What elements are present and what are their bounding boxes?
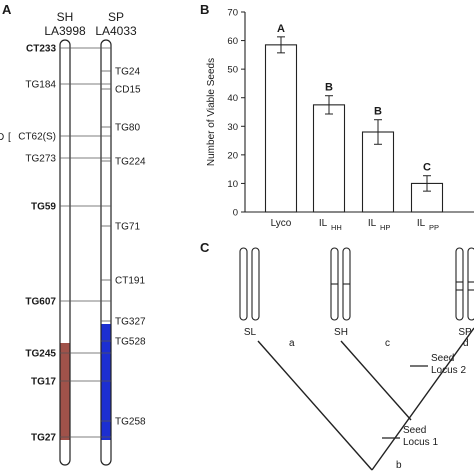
sh-accession-label: LA3998 xyxy=(44,24,86,38)
sl-chromosome-1 xyxy=(239,247,248,321)
sh-introgression-block xyxy=(60,343,70,440)
sp-chromosome-2 xyxy=(467,247,474,321)
branch-b-label: b xyxy=(396,460,402,471)
sp-accession-label: LA4033 xyxy=(95,24,137,38)
left-marker-label: TG17 xyxy=(31,377,56,388)
x-category-label: Lyco xyxy=(271,218,292,229)
right-marker-label: TG224 xyxy=(115,157,146,168)
y-tick-label: 10 xyxy=(227,179,238,190)
x-category-label: IL xyxy=(417,218,426,229)
left-marker-label: TG607 xyxy=(25,297,56,308)
x-category-subscript: HP xyxy=(380,223,390,232)
sl-chromosome-2 xyxy=(251,247,260,321)
bar xyxy=(312,104,346,213)
left-marker-labels: CT233 TG184 CT62(S) TG273 TG59 TG607 TG245 TG17… xyxy=(18,44,56,444)
x-category-subscript: HH xyxy=(331,223,342,232)
taxon-sh-label: SH xyxy=(334,327,348,338)
right-marker-label: CD15 xyxy=(115,85,141,96)
x-category-label: IL xyxy=(319,218,328,229)
left-marker-label: CT62(S) xyxy=(18,132,56,143)
branch-c xyxy=(340,340,412,421)
sp-chromosome xyxy=(100,39,112,466)
significance-letter: B xyxy=(325,82,333,94)
clipped-edge-glyph: D xyxy=(0,132,4,143)
y-tick-label: 20 xyxy=(227,150,238,161)
right-marker-label: TG71 xyxy=(115,222,140,233)
right-marker-label: TG24 xyxy=(115,67,140,78)
seed-locus-1-label-line2: Locus 1 xyxy=(403,437,438,448)
significance-letter: A xyxy=(277,23,285,35)
left-marker-label: TG184 xyxy=(25,80,56,91)
left-marker-label: TG273 xyxy=(25,154,56,165)
branch-d-label: d xyxy=(463,338,469,349)
bracket-glyph: [ xyxy=(8,132,11,143)
sh-species-label: SH xyxy=(57,10,74,24)
seed-locus-2-label-line2: Locus 2 xyxy=(431,365,466,376)
y-tick-label: 30 xyxy=(227,122,238,133)
panel-a: A SH LA3998 SP LA4033 CT233 TG184 CT62(S) T… xyxy=(0,2,146,466)
taxon-sl-label: SL xyxy=(244,327,257,338)
seed-locus-1-label-line1: Seed xyxy=(403,425,426,436)
left-marker-label: TG245 xyxy=(25,349,56,360)
panel-a-letter: A xyxy=(2,2,12,17)
sp-species-label: SP xyxy=(108,10,124,24)
taxon-sp-label: SP xyxy=(458,327,472,338)
y-axis-label: Number of Viable Seeds xyxy=(206,58,217,166)
y-tick-label: 50 xyxy=(227,65,238,76)
right-marker-label: CT191 xyxy=(115,276,145,287)
branch-b-d xyxy=(371,327,474,471)
right-marker-label: TG258 xyxy=(115,417,146,428)
y-tick-label: 70 xyxy=(227,8,238,19)
sp-chromosome-1 xyxy=(455,247,464,321)
panel-c-letter: C xyxy=(200,240,210,255)
left-marker-label: TG59 xyxy=(31,202,56,213)
x-category-subscript: PP xyxy=(429,223,439,232)
significance-letter: B xyxy=(374,106,382,118)
panel-b: B Number of Viable Seeds 0 10 20 30 40 50 60 70… xyxy=(200,2,474,232)
branch-a-label: a xyxy=(289,338,295,349)
significance-letter: C xyxy=(423,162,431,174)
left-marker-label: CT233 xyxy=(26,44,56,55)
right-marker-labels: TG24 CD15 TG80 TG224 TG71 CT191 TG327 TG528 TG25… xyxy=(115,67,146,428)
branch-a xyxy=(257,340,373,471)
x-category-label: IL xyxy=(368,218,377,229)
panel-b-letter: B xyxy=(200,2,209,17)
seed-locus-2-label-line1: Seed xyxy=(431,353,454,364)
branch-c-label: c xyxy=(385,338,390,349)
bar xyxy=(264,44,298,213)
sp-introgression-block xyxy=(101,324,111,440)
left-marker-label: TG27 xyxy=(31,433,56,444)
left-marker-lines xyxy=(60,47,111,438)
right-marker-lines xyxy=(101,70,111,422)
y-tick-label: 60 xyxy=(227,36,238,47)
y-tick-label: 40 xyxy=(227,93,238,104)
right-marker-label: TG80 xyxy=(115,123,140,134)
y-tick-label: 0 xyxy=(233,208,238,219)
panel-c: C SL SH SP a c d b Seed Locus 2 xyxy=(200,240,474,471)
right-marker-label: TG327 xyxy=(115,317,146,328)
right-marker-label: TG528 xyxy=(115,337,146,348)
sh-chromosome xyxy=(59,39,71,466)
